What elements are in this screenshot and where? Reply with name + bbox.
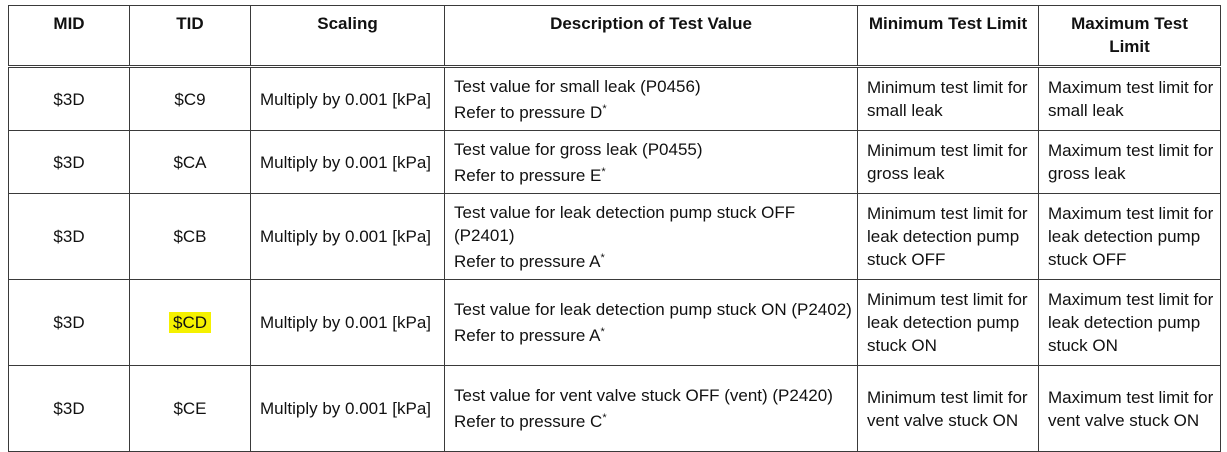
description-text: Test value for gross leak (P0455) [454,139,703,159]
table-row: $3D $CD Multiply by 0.001 [kPa] Test val… [8,279,1221,366]
tid-cell: $CD [129,279,251,366]
reference-mark: * [602,102,607,115]
max-limit-cell: Maximum test limit for leak detection pu… [1038,279,1221,366]
description-text: Test value for leak detection pump stuck… [454,300,852,319]
test-value-table: MID TID Scaling Description of Test Valu… [8,5,1221,452]
scaling-cell: Multiply by 0.001 [kPa] [250,193,445,280]
tid-cell: $CB [129,193,251,280]
table-row: $3D $CB Multiply by 0.001 [kPa] Test val… [8,193,1221,280]
max-limit-cell: Maximum test limit for gross leak [1038,130,1221,194]
min-limit-cell: Minimum test limit for leak detection pu… [857,279,1039,366]
mid-cell: $3D [8,193,130,280]
description-text: Test value for leak detection pump stuck… [454,202,796,245]
min-limit-cell: Minimum test limit for gross leak [857,130,1039,194]
reference-text: Refer to pressure D* [454,102,607,122]
scaling-cell: Multiply by 0.001 [kPa] [250,66,445,131]
min-limit-cell: Minimum test limit for vent valve stuck … [857,365,1039,452]
reference-text: Refer to pressure A* [454,326,605,345]
description-cell: Test value for small leak (P0456) Refer … [444,66,858,131]
header-description: Description of Test Value [444,5,858,68]
header-min-limit: Minimum Test Limit [857,5,1039,68]
mid-cell: $3D [8,365,130,452]
highlighted-tid: $CD [168,312,211,333]
mid-cell: $3D [8,66,130,131]
max-limit-cell: Maximum test limit for small leak [1038,66,1221,131]
header-mid: MID [8,5,130,68]
min-limit-cell: Minimum test limit for small leak [857,66,1039,131]
table-row: $3D $C9 Multiply by 0.001 [kPa] Test val… [8,66,1221,131]
mid-cell: $3D [8,279,130,366]
description-cell: Test value for vent valve stuck OFF (ven… [444,365,858,452]
header-row: MID TID Scaling Description of Test Valu… [8,5,1221,68]
reference-mark: * [600,251,605,264]
max-limit-cell: Maximum test limit for vent valve stuck … [1038,365,1221,452]
tid-cell: $CE [129,365,251,452]
min-limit-cell: Minimum test limit for leak detection pu… [857,193,1039,280]
reference-mark: * [602,412,607,424]
tid-cell: $CA [129,130,251,194]
description-text: Test value for small leak (P0456) [454,76,701,96]
mid-cell: $3D [8,130,130,194]
reference-text: Refer to pressure C* [454,412,607,431]
reference-text: Refer to pressure E* [454,165,606,185]
description-cell: Test value for gross leak (P0455) Refer … [444,130,858,194]
reference-mark: * [601,165,606,178]
header-tid: TID [129,5,251,68]
description-cell: Test value for leak detection pump stuck… [444,193,858,280]
table-row: $3D $CE Multiply by 0.001 [kPa] Test val… [8,365,1221,452]
max-limit-cell: Maximum test limit for leak detection pu… [1038,193,1221,280]
header-scaling: Scaling [250,5,445,68]
reference-text: Refer to pressure A* [454,251,605,271]
scaling-cell: Multiply by 0.001 [kPa] [250,279,445,366]
table-row: $3D $CA Multiply by 0.001 [kPa] Test val… [8,130,1221,194]
description-text: Test value for vent valve stuck OFF (ven… [454,386,833,405]
scaling-cell: Multiply by 0.001 [kPa] [250,130,445,194]
description-cell: Test value for leak detection pump stuck… [444,279,858,366]
reference-mark: * [600,326,605,338]
scaling-cell: Multiply by 0.001 [kPa] [250,365,445,452]
tid-cell: $C9 [129,66,251,131]
header-max-limit: Maximum Test Limit [1038,5,1221,68]
